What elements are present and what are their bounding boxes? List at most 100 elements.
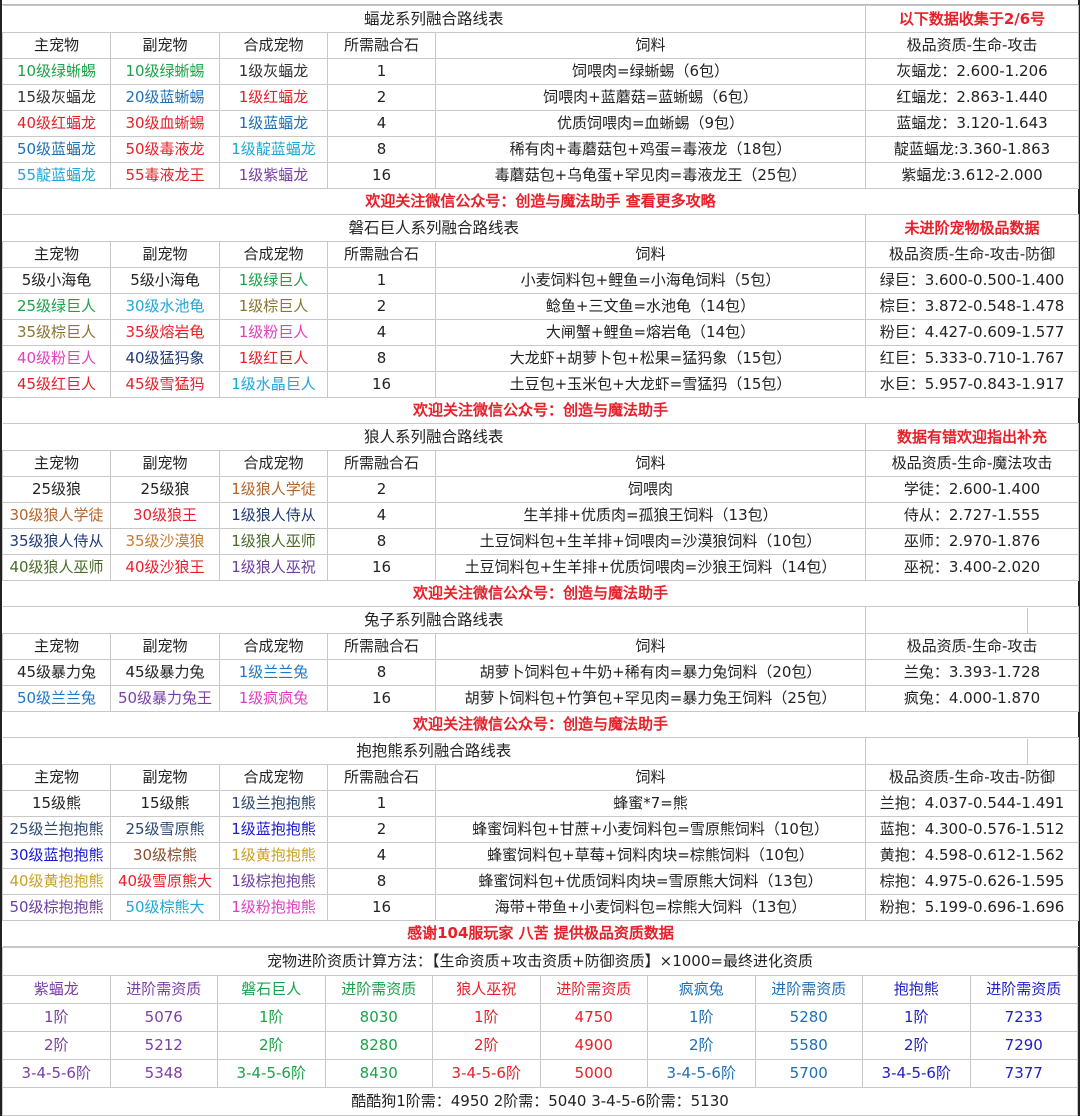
quality: 巫师：2.970-1.876: [865, 528, 1080, 555]
evolution-stage: 1阶: [432, 1003, 541, 1032]
column-header-row: 主宠物 副宠物 合成宠物 所需融合石 饲料 极品资质-生命-魔法攻击: [2, 450, 1080, 477]
result-pet: 1级灰蝠龙: [219, 58, 328, 85]
sub-pet: 50级棕熊大: [110, 894, 220, 921]
feed: 鲶鱼+三文鱼=水池龟（14包）: [434, 293, 867, 320]
evolution-stage: 3-4-5-6阶: [2, 1059, 111, 1088]
header-quality: 极品资质-生命-魔法攻击: [865, 450, 1080, 477]
table-row: 30级蓝抱抱熊 30级棕熊 1级黄抱抱熊 4 蜂蜜饲料包+草莓+饲料肉块=棕熊饲料（10…: [2, 842, 1080, 869]
quality: 绿巨：3.600-0.500-1.400: [865, 267, 1080, 294]
evolution-header-row: 紫蝠龙 进阶需资质 磐石巨人 进阶需资质 狼人巫祝 进阶需资质 疯疯兔 进阶需资质 抱抱熊 进阶需…: [2, 975, 1078, 1004]
feed: 蜂蜜饲料包+草莓+饲料肉块=棕熊饲料（10包）: [434, 842, 867, 869]
sub-pet: 55毒液龙王: [110, 162, 220, 189]
section-note-empty: [865, 737, 1080, 765]
fusion-stones: 16: [327, 894, 436, 921]
header-main-pet: 主宠物: [2, 32, 111, 59]
section-title: 蝠龙系列融合路线表: [2, 5, 867, 33]
sub-pet: 45级雪猛犸: [110, 371, 220, 398]
fusion-stones: 16: [327, 371, 436, 398]
feed: 蜂蜜饲料包+甘蔗+小麦饲料包=雪原熊饲料（10包）: [434, 816, 867, 843]
result-pet: 1级棕巨人: [219, 293, 328, 320]
header-fusion-stones: 所需融合石: [327, 450, 436, 477]
section-note: 数据有错欢迎指出补充: [865, 423, 1080, 451]
sub-pet: 25级狼: [110, 476, 220, 503]
evolution-stage: 2阶: [647, 1031, 756, 1060]
feed: 蜂蜜饲料包+优质饲料肉块=雪原熊大饲料（13包）: [434, 868, 867, 895]
fusion-stones: 2: [327, 84, 436, 111]
main-pet: 45级暴力兔: [2, 659, 111, 686]
evolution-value: 5280: [754, 1003, 863, 1032]
evolution-stage: 3-4-5-6阶: [862, 1059, 971, 1088]
section-title-row: 兔子系列融合路线表: [2, 606, 1080, 634]
table-row: 25级兰抱抱熊 25级雪原熊 1级蓝抱抱熊 2 蜂蜜饲料包+甘蔗+小麦饲料包=雪原熊饲料…: [2, 816, 1080, 843]
fusion-stones: 8: [327, 136, 436, 163]
sub-pet: 50级暴力兔王: [110, 685, 220, 712]
sub-pet: 40级猛犸象: [110, 345, 220, 372]
main-pet: 40级狼人巫师: [2, 554, 111, 581]
notice-row: 感谢104服玩家 八苦 提供极品资质数据: [2, 920, 1079, 947]
notice-text: 欢迎关注微信公众号：创造与魔法助手: [2, 711, 1079, 738]
table-row: 30级狼人学徒 30级狼王 1级狼人侍从 4 生羊排+优质肉=孤狼王饲料（13包） 侍从：…: [2, 502, 1080, 529]
footer-row: 酷酷狗1阶需：4950 2阶需：5040 3-4-5-6阶需：5130: [2, 1087, 1078, 1116]
header-fusion-stones: 所需融合石: [327, 32, 436, 59]
quality: 紫蝠龙:3.612-2.000: [865, 162, 1080, 189]
result-pet: 1级黄抱抱熊: [219, 842, 328, 869]
feed: 土豆饲料包+生羊排+优质饲喂肉=沙狼王饲料（14包）: [434, 554, 867, 581]
evolution-label: 进阶需资质: [324, 975, 433, 1004]
evolution-value: 4900: [539, 1031, 648, 1060]
sub-pet: 20级蓝蜥蜴: [110, 84, 220, 111]
feed: 蜂蜜*7=熊: [434, 790, 867, 817]
header-sub-pet: 副宠物: [110, 32, 220, 59]
feed: 大龙虾+胡萝卜包+松果=猛犸象（15包）: [434, 345, 867, 372]
feed: 饲喂肉: [434, 476, 867, 503]
quality: 巫祝：3.400-2.020: [865, 554, 1080, 581]
evolution-stage: 2阶: [432, 1031, 541, 1060]
result-pet: 1级兰抱抱熊: [219, 790, 328, 817]
table-row: 45级红巨人 45级雪猛犸 1级水晶巨人 16 土豆包+玉米包+大龙虾=雪猛犸（15包）…: [2, 371, 1080, 398]
quality: 疯兔：4.000-1.870: [865, 685, 1080, 712]
section-title: 狼人系列融合路线表: [2, 423, 867, 451]
evolution-pet: 磐石巨人: [217, 975, 326, 1004]
table-row: 35级棕巨人 35级熔岩龟 1级粉巨人 4 大闸蟹+鲤鱼=熔岩龟（14包） 粉巨：4.42…: [2, 319, 1080, 346]
header-main-pet: 主宠物: [2, 241, 111, 268]
main-pet: 30级蓝抱抱熊: [2, 842, 111, 869]
sub-pet: 25级雪原熊: [110, 816, 220, 843]
fusion-stones: 16: [327, 162, 436, 189]
section-title: 抱抱熊系列融合路线表: [2, 737, 867, 765]
section-title-row: 抱抱熊系列融合路线表: [2, 737, 1080, 765]
result-pet: 1级紫蝠龙: [219, 162, 328, 189]
header-fusion-stones: 所需融合石: [327, 764, 436, 791]
sub-pet: 30级水池龟: [110, 293, 220, 320]
evolution-pet: 抱抱熊: [862, 975, 971, 1004]
main-pet: 10级绿蜥蜴: [2, 58, 111, 85]
evolution-value: 5000: [539, 1059, 648, 1088]
evolution-row: 2阶 5212 2阶 8280 2阶 4900 2阶 5580 2阶 7290: [2, 1031, 1078, 1060]
section-title-row: 蝠龙系列融合路线表 以下数据收集于2/6号: [2, 5, 1080, 33]
evolution-stage: 1阶: [217, 1003, 326, 1032]
header-main-pet: 主宠物: [2, 633, 111, 660]
evolution-pet: 紫蝠龙: [2, 975, 111, 1004]
evolution-stage: 1阶: [862, 1003, 971, 1032]
main-pet: 50级兰兰兔: [2, 685, 111, 712]
footer-text: 酷酷狗1阶需：4950 2阶需：5040 3-4-5-6阶需：5130: [2, 1087, 1078, 1116]
fusion-stones: 1: [327, 267, 436, 294]
evolution-stage: 2阶: [2, 1031, 111, 1060]
notice-text: 欢迎关注微信公众号：创造与魔法助手: [2, 580, 1079, 607]
empty-cell: [917, 738, 1028, 764]
quality: 红蝠龙：2.863-1.440: [865, 84, 1080, 111]
formula-text: 宠物进阶资质计算方法：【生命资质+攻击资质+防御资质】×1000=最终进化资质: [2, 947, 1078, 976]
result-pet: 1级狼人巫祝: [219, 554, 328, 581]
feed: 海带+带鱼+小麦饲料包=棕熊大饲料（13包）: [434, 894, 867, 921]
feed: 稀有肉+毒蘑菇包+鸡蛋=毒液龙（18包）: [434, 136, 867, 163]
sub-pet: 15级熊: [110, 790, 220, 817]
table-row: 40级黄抱抱熊 40级雪原熊大 1级棕抱抱熊 8 蜂蜜饲料包+优质饲料肉块=雪原熊大饲料…: [2, 868, 1080, 895]
notice-row: 欢迎关注微信公众号：创造与魔法助手: [2, 711, 1079, 738]
notice-row: 欢迎关注微信公众号：创造与魔法助手: [2, 580, 1079, 607]
fusion-stones: 2: [327, 476, 436, 503]
header-result-pet: 合成宠物: [219, 32, 328, 59]
fusion-stones: 2: [327, 293, 436, 320]
quality: 学徒：2.600-1.400: [865, 476, 1080, 503]
evolution-stage: 3-4-5-6阶: [217, 1059, 326, 1088]
header-sub-pet: 副宠物: [110, 764, 220, 791]
header-fusion-stones: 所需融合石: [327, 241, 436, 268]
main-pet: 40级黄抱抱熊: [2, 868, 111, 895]
